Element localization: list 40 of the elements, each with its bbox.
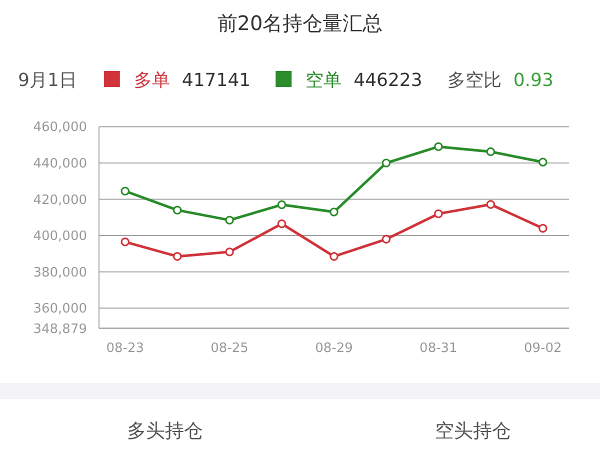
point	[172, 206, 182, 215]
text: 417141	[182, 70, 251, 91]
point	[120, 238, 130, 246]
y-tick-label: 420,000	[33, 192, 87, 208]
y-tick-label: 440,000	[33, 156, 87, 172]
point	[382, 158, 391, 168]
point	[225, 216, 234, 225]
x-tick-label: 08-31	[420, 341, 458, 356]
point	[277, 200, 286, 210]
point	[330, 252, 338, 261]
chart-title: 前20名持仓量汇总	[217, 11, 383, 35]
y-tick-label: 380,000	[33, 265, 87, 280]
point	[434, 209, 443, 218]
x-tick-label: 09-02	[524, 341, 562, 356]
y-tick-label: 360,000	[33, 302, 87, 317]
point	[120, 186, 130, 196]
text: 多空比	[447, 70, 502, 91]
point	[486, 200, 496, 209]
point	[538, 224, 548, 233]
point	[330, 208, 338, 216]
y-tick-label: 348,879	[33, 322, 87, 337]
text: 9月1日	[18, 70, 77, 91]
legend-label: 空单	[306, 70, 342, 91]
point	[486, 147, 496, 156]
x-tick-label: 08-25	[210, 341, 248, 356]
point	[434, 142, 443, 152]
point	[172, 252, 182, 261]
point	[538, 158, 548, 166]
point	[382, 234, 391, 244]
y-tick-label: 460,000	[33, 120, 87, 136]
text: 空头持仓	[435, 420, 511, 442]
point	[277, 219, 286, 228]
text: 多头持仓	[127, 420, 203, 442]
x-tick-label: 08-29	[315, 341, 353, 356]
point	[225, 247, 234, 256]
x-tick-label: 08-23	[106, 341, 144, 356]
legend-label: 多单	[134, 70, 170, 91]
text: 0.93	[513, 70, 554, 91]
text: 446223	[354, 70, 422, 91]
y-tick-label: 400,000	[33, 229, 87, 244]
